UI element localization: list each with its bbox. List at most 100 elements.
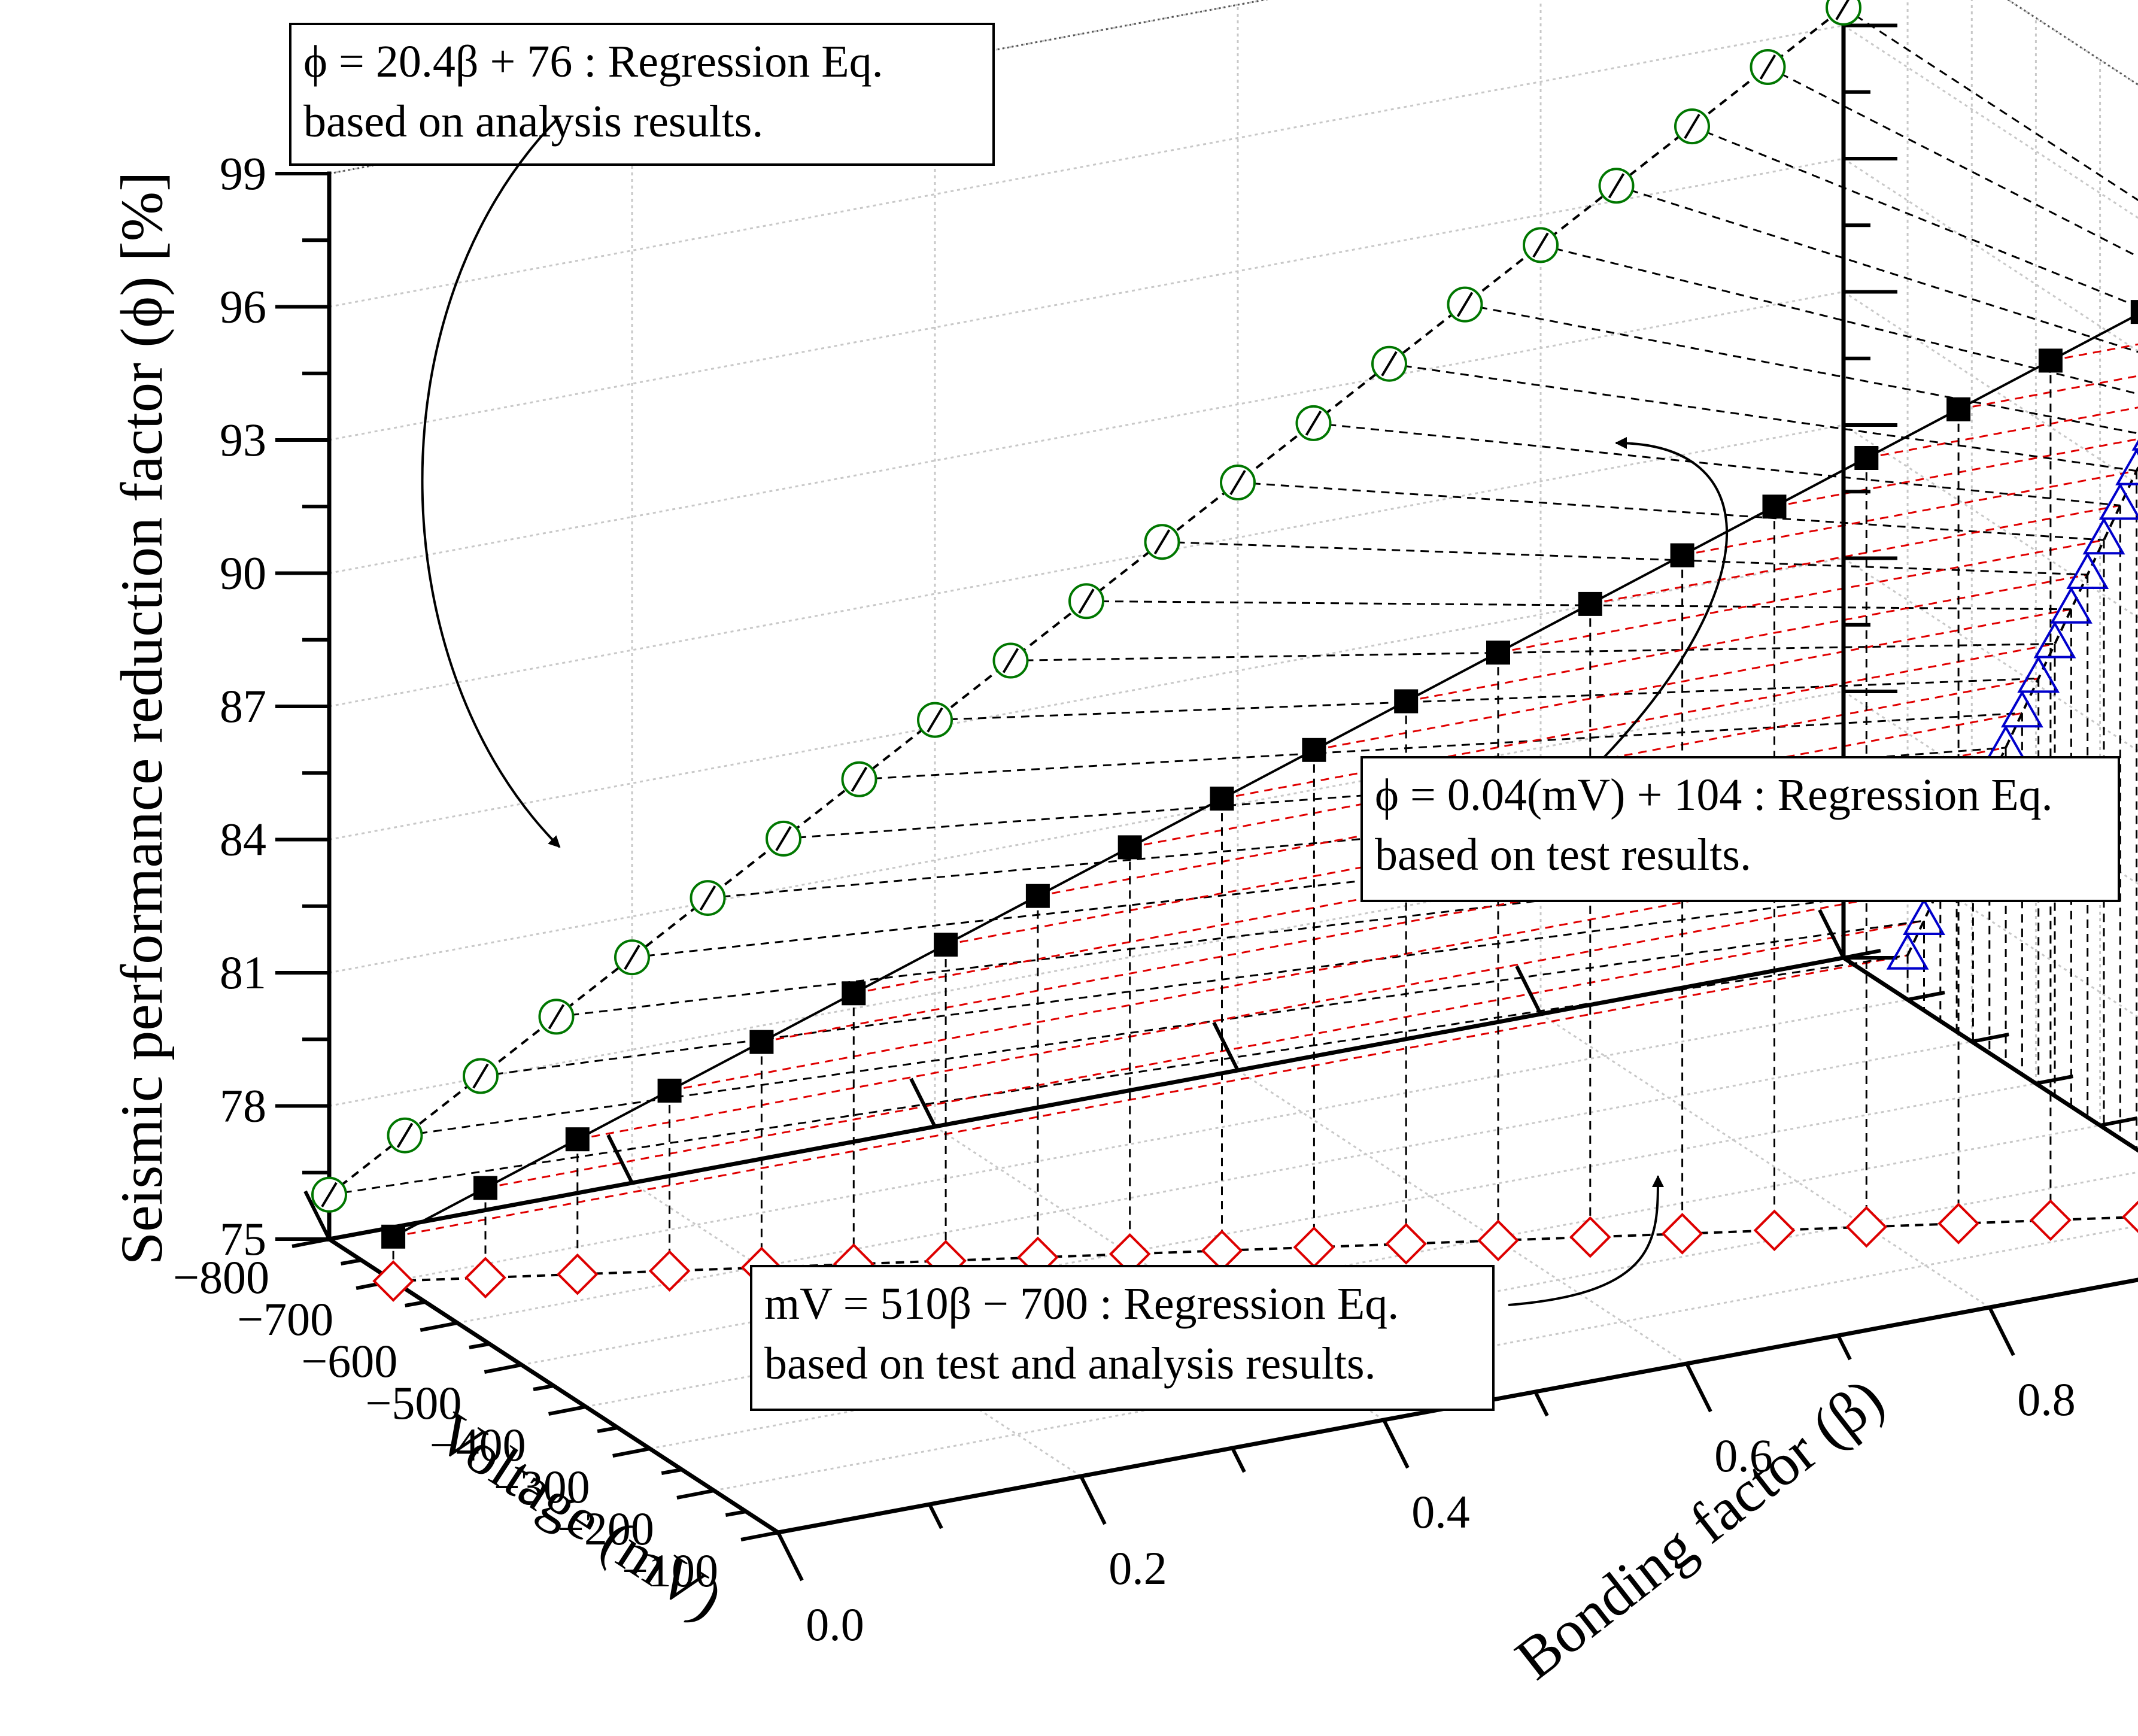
x-axis-title: Voltage (mV) (424, 1399, 734, 1632)
circle-marker-slash (1456, 292, 1474, 317)
projection-line (1465, 304, 2138, 435)
x-tick (2100, 1116, 2138, 1127)
x-minor-tick (405, 1300, 426, 1307)
projection-line (1498, 539, 2104, 654)
triangle-marker (2115, 448, 2138, 485)
square-marker (473, 1176, 497, 1200)
circle-marker-slash (1153, 529, 1171, 555)
x-tick-label: −300 (494, 1461, 590, 1513)
circle-marker-slash (396, 1122, 414, 1148)
circle-marker-slash (1229, 469, 1246, 496)
triangle-marker (2017, 655, 2060, 693)
projection-line (1162, 541, 2088, 576)
drop-lines (328, 7, 2138, 1282)
x-tick-label: −600 (301, 1335, 397, 1387)
circle-marker-slash (927, 707, 943, 733)
projection-line (1774, 438, 2138, 508)
projection-line (1389, 363, 2137, 472)
circle-marker-slash (1305, 410, 1322, 436)
circle-marker-slash (321, 1182, 338, 1207)
square-marker (2130, 300, 2138, 324)
z-axis-title: Seismic performance reduction factor (ϕ)… (108, 172, 175, 1265)
circle-marker-slash (548, 1004, 565, 1030)
grid-line (1843, 957, 2138, 1152)
x-tick (484, 1363, 522, 1374)
projection-line (1691, 125, 2138, 308)
projection-line (2050, 343, 2138, 362)
projection-line (393, 954, 1908, 1238)
diamond-marker (1661, 1213, 1703, 1255)
y-minor-tick (1533, 1391, 1549, 1417)
square-marker (749, 1030, 774, 1054)
x-tick-label: −500 (365, 1377, 461, 1429)
x-tick (2035, 1075, 2073, 1085)
y-tick (1515, 965, 1542, 1015)
projection-line (1405, 573, 2088, 702)
diamond-marker (1477, 1219, 1519, 1262)
x-minor-tick (469, 1342, 490, 1349)
annotation-test: ϕ = 0.04(mV) + 104 : Regression Eq. based… (1360, 756, 2120, 902)
square-marker (1762, 494, 1787, 519)
z-tick-label: 96 (220, 281, 266, 333)
projection-line (577, 885, 1941, 1140)
circle-marker-slash (1381, 351, 1398, 377)
annotation-line-1: ϕ = 0.04(mV) + 104 : Regression Eq. (1375, 770, 2053, 820)
y-tick (1382, 1419, 1410, 1469)
diamond-marker (556, 1253, 599, 1295)
triangle-marker (2066, 551, 2109, 589)
projection-line (329, 954, 1908, 1196)
diamond-marker (464, 1257, 506, 1299)
diamond-marker (1385, 1222, 1428, 1265)
x-tick (676, 1489, 715, 1500)
projection-line (485, 919, 1924, 1189)
projection-line (1958, 375, 2138, 411)
x-tick (420, 1321, 458, 1332)
arrow-analysis (421, 119, 561, 848)
x-tick (1843, 949, 1881, 960)
x-tick-label: −400 (430, 1419, 526, 1471)
projection-line (1866, 406, 2138, 459)
triangle-marker (2033, 621, 2076, 658)
projection-line (1616, 184, 2138, 353)
diamond-marker (1569, 1216, 1611, 1258)
diamond-marker (1293, 1226, 1335, 1268)
circle-marker-slash (775, 825, 792, 851)
annotation-analysis: ϕ = 20.4β + 76 : Regression Eq. based on … (289, 23, 995, 166)
z-tick-label: 75 (220, 1213, 266, 1265)
circle-marker-slash (472, 1063, 489, 1089)
data-3d-line (393, 312, 2138, 1238)
x-tick (1971, 1033, 2009, 1043)
diamond-marker (2030, 1199, 2072, 1242)
y-tick (1212, 1021, 1240, 1072)
x-tick (740, 1531, 779, 1541)
triangle-marker (2000, 690, 2043, 728)
square-marker (1394, 689, 1419, 714)
y-tick (1079, 1475, 1107, 1525)
x-minor-tick (341, 1258, 362, 1265)
z-tick-label: 78 (220, 1080, 266, 1132)
triangle-marker (2098, 482, 2138, 520)
diamond-marker (2121, 1200, 2138, 1233)
y-tick (909, 1078, 937, 1128)
circle-marker-slash (1759, 54, 1776, 80)
y-tick-label: 0.2 (1109, 1542, 1167, 1594)
triangle-marker (1886, 932, 1929, 970)
z-tick-label: 81 (220, 946, 266, 998)
y-axis-title: Bonding factor (β) (1504, 1365, 1896, 1692)
z-tick-label: 90 (220, 547, 266, 599)
y-tick-label: 0.8 (2017, 1373, 2076, 1425)
square-marker (1854, 446, 1879, 470)
circle-marker-slash (1002, 648, 1019, 673)
annotation-combined: mV = 510β − 700 : Regression Eq. based on… (750, 1265, 1495, 1411)
annotation-line-2: based on analysis results. (303, 96, 763, 147)
data-series (311, 0, 2138, 1302)
square-marker (1578, 591, 1602, 616)
square-marker (2038, 348, 2063, 373)
arrow-test (1603, 437, 1728, 758)
projection-line (934, 677, 2039, 721)
circle-marker-slash (624, 945, 640, 970)
floor-axis-line (1841, 955, 2138, 1153)
x-tick-label: −700 (237, 1293, 333, 1345)
y-tick-label: 0.6 (1714, 1430, 1773, 1482)
grid-line (1843, 957, 2138, 1152)
